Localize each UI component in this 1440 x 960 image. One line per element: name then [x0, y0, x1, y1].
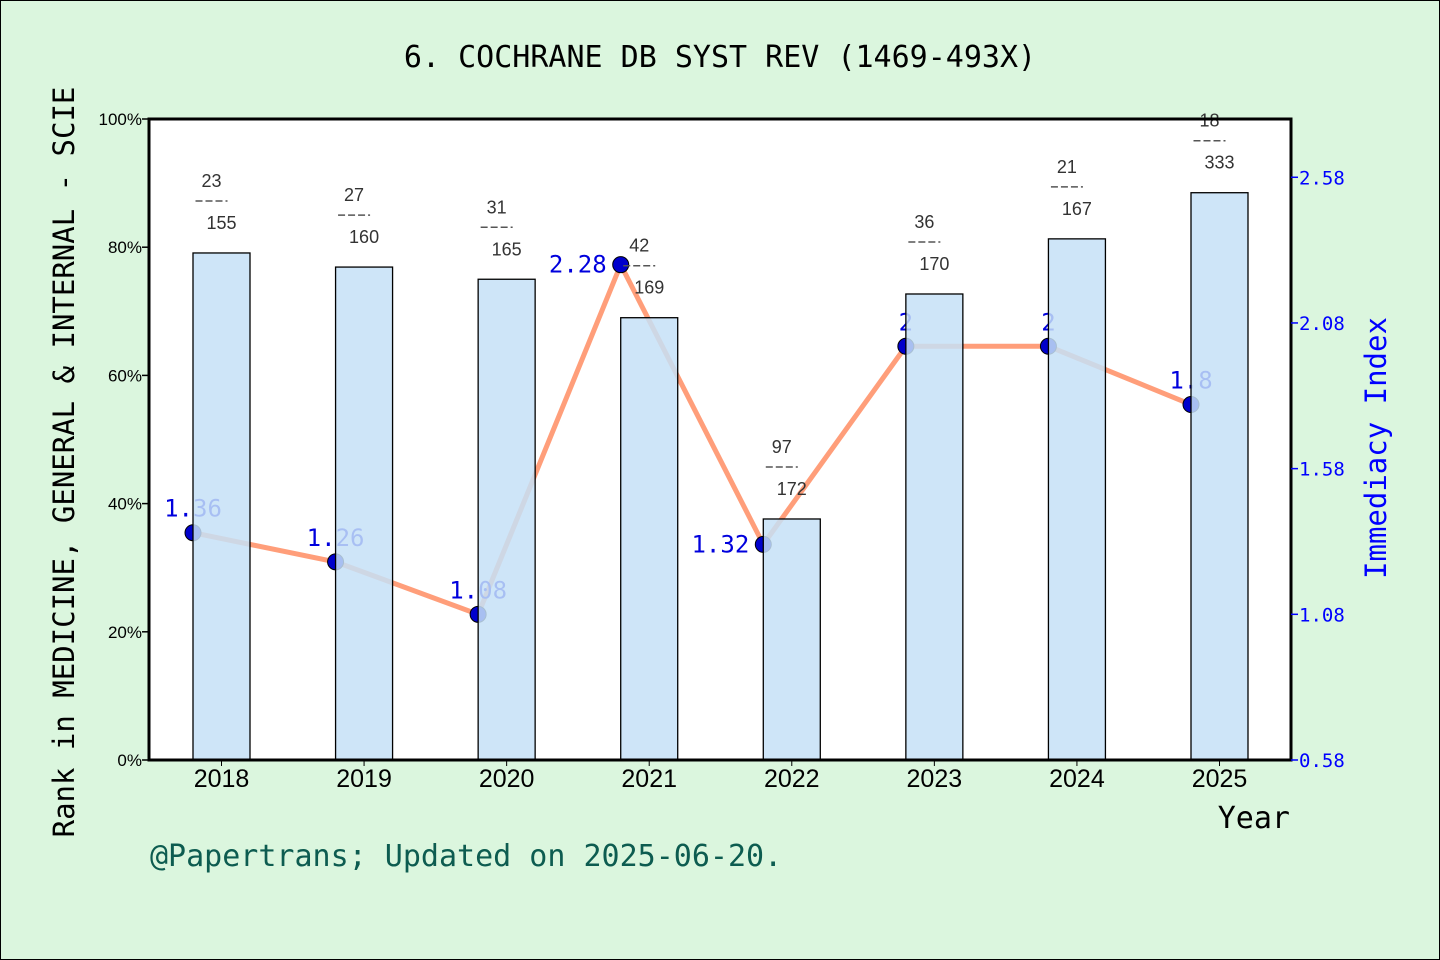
x-tick-label: 2019 — [336, 765, 392, 793]
right-tick-label: 1.58 — [1299, 459, 1345, 481]
x-tick-label: 2024 — [1049, 765, 1105, 793]
total-label: 165 — [492, 239, 522, 259]
rank-label: 23 — [201, 171, 221, 191]
right-axis-label: Immediacy Index — [1359, 317, 1393, 579]
rank-bar — [620, 317, 679, 761]
rank-label: 36 — [914, 212, 934, 232]
plot-area — [149, 119, 1291, 760]
right-tick-label: 0.58 — [1299, 750, 1345, 772]
left-tick-label: 0% — [117, 751, 142, 770]
chart-title: 6. COCHRANE DB SYST REV (1469-493X) — [404, 40, 1036, 75]
rank-label: 42 — [629, 236, 649, 256]
footer-credit: @Papertrans; Updated on 2025-06-20. — [150, 839, 782, 874]
immediacy-label: 2.28 — [549, 251, 607, 279]
immediacy-point — [612, 256, 630, 274]
left-tick-label: 40% — [108, 495, 142, 514]
total-label: 155 — [206, 213, 236, 233]
left-tick-label: 100% — [99, 110, 142, 129]
rank-bar — [477, 278, 536, 761]
total-label: 333 — [1204, 153, 1234, 173]
rank-bar — [192, 252, 251, 761]
left-tick-label: 20% — [108, 623, 142, 642]
rank-label: 97 — [772, 437, 792, 457]
rank-label: 27 — [344, 185, 364, 205]
rank-bar — [905, 293, 964, 761]
rank-bar — [1190, 192, 1249, 761]
x-tick-label: 2018 — [194, 765, 250, 793]
x-tick-label: 2025 — [1192, 765, 1248, 793]
total-label: 169 — [634, 278, 664, 298]
x-tick-label: 2021 — [621, 765, 677, 793]
x-tick-label: 2022 — [764, 765, 820, 793]
right-tick-label: 1.08 — [1299, 604, 1345, 626]
immediacy-label: 1.32 — [691, 530, 749, 558]
right-tick-label: 2.58 — [1299, 167, 1345, 189]
total-label: 160 — [349, 227, 379, 247]
rank-label: 21 — [1057, 157, 1077, 177]
total-label: 170 — [919, 254, 949, 274]
x-tick-label: 2023 — [907, 765, 963, 793]
rank-label: 31 — [487, 197, 507, 217]
rank-label: 18 — [1199, 111, 1219, 131]
rank-bar — [334, 266, 394, 761]
left-axis-label: Rank in MEDICINE, GENERAL & INTERNAL - S… — [47, 87, 81, 838]
total-label: 167 — [1062, 199, 1092, 219]
left-tick-label: 80% — [108, 238, 142, 257]
rank-bar — [762, 518, 821, 761]
x-tick-label: 2020 — [479, 765, 535, 793]
right-tick-label: 2.08 — [1299, 313, 1345, 335]
x-axis-label: Year — [1218, 801, 1290, 836]
left-tick-label: 60% — [108, 366, 142, 385]
rank-bar — [1047, 238, 1107, 761]
plot-border — [147, 117, 1293, 762]
total-label: 172 — [777, 479, 807, 499]
